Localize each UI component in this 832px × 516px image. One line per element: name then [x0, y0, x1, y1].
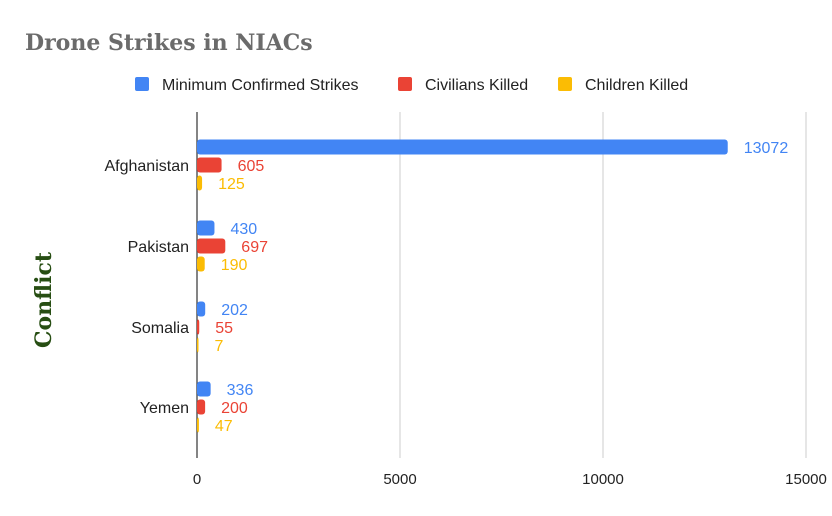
x-tick-label: 10000 — [582, 471, 624, 488]
legend-label: Minimum Confirmed Strikes — [162, 77, 358, 94]
bar — [197, 238, 226, 254]
legend-swatch — [135, 77, 149, 91]
data-label: 13072 — [744, 140, 789, 157]
bar — [197, 175, 203, 191]
x-tick-label: 5000 — [383, 471, 416, 488]
data-label: 697 — [241, 239, 268, 256]
chart-title: Drone Strikes in NIACs — [25, 30, 313, 56]
bar — [197, 139, 728, 155]
data-label: 605 — [238, 158, 265, 175]
data-label: 7 — [215, 338, 224, 355]
data-label: 202 — [221, 302, 248, 319]
data-label: 336 — [227, 382, 254, 399]
legend-label: Civilians Killed — [425, 77, 528, 94]
legend-swatch — [558, 77, 572, 91]
data-label: 47 — [215, 418, 233, 435]
bar — [197, 256, 205, 272]
category-label: Yemen — [140, 400, 189, 417]
category-labels: Afghanistan Pakistan Somalia Yemen — [104, 158, 189, 417]
bars — [197, 139, 728, 433]
bar — [197, 399, 206, 415]
data-label: 200 — [221, 400, 248, 417]
data-label: 125 — [218, 176, 245, 193]
x-tick-label: 15000 — [785, 471, 827, 488]
bar — [197, 220, 215, 236]
data-label: 55 — [215, 320, 233, 337]
category-label: Pakistan — [128, 239, 189, 256]
legend: Minimum Confirmed Strikes Civilians Kille… — [135, 77, 688, 94]
legend-swatch — [398, 77, 412, 91]
x-tick-labels: 0 5000 10000 15000 — [193, 471, 827, 488]
bar — [197, 301, 206, 317]
category-label: Somalia — [131, 320, 189, 337]
legend-label: Children Killed — [585, 77, 688, 94]
x-tick-label: 0 — [193, 471, 201, 488]
bar — [197, 337, 199, 353]
bar — [197, 319, 200, 335]
bar — [197, 157, 222, 173]
y-axis-title: Conflict — [31, 251, 57, 348]
data-label: 430 — [230, 221, 257, 238]
gridlines — [196, 112, 807, 458]
data-label: 190 — [221, 257, 248, 274]
category-label: Afghanistan — [104, 158, 189, 175]
bar — [197, 417, 199, 433]
bar — [197, 381, 211, 397]
